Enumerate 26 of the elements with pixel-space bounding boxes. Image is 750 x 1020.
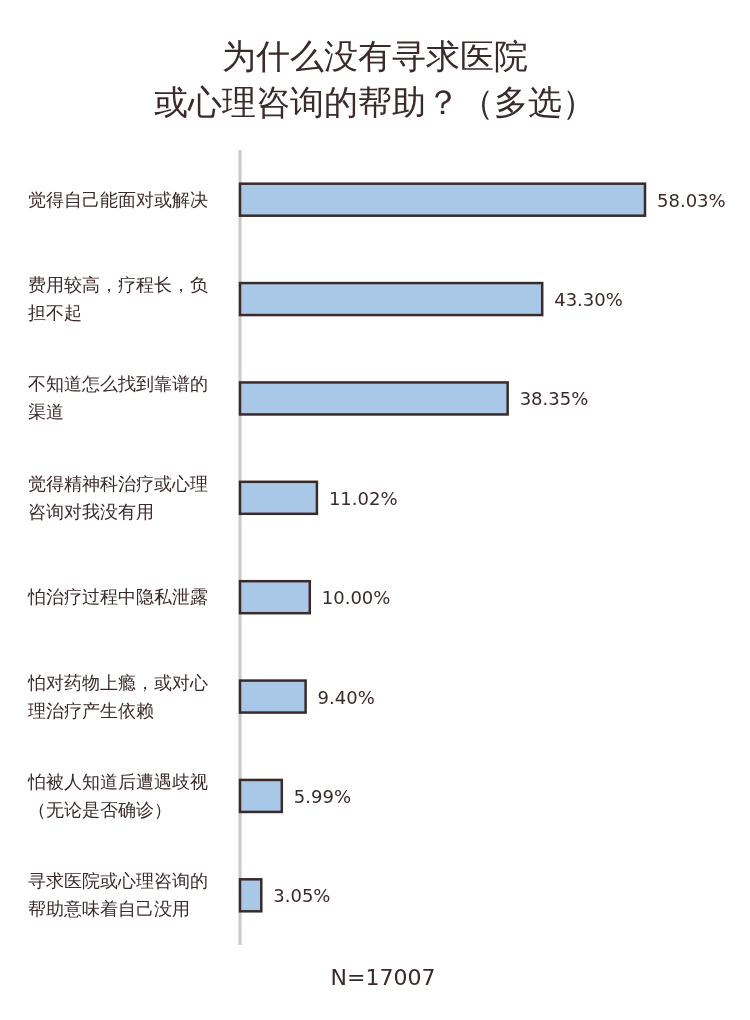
y-tick-label: 费用较高，疗程长，负担不起 [28, 274, 208, 324]
y-tick-label: 不知道怎么找到靠谱的渠道 [28, 373, 208, 423]
bar [238, 381, 509, 416]
chart-title: 为什么没有寻求医院或心理咨询的帮助？（多选） [154, 36, 596, 122]
data-label: 11.02% [328, 487, 398, 509]
data-label: 10.00% [321, 587, 391, 609]
bar [238, 778, 284, 814]
data-label: 9.40% [317, 686, 375, 708]
bar [238, 679, 307, 714]
y-tick-label: 觉得精神科治疗或心理咨询对我没有用 [28, 472, 208, 522]
y-tick-label: 怕对药物上瘾，或对心理治疗产生依赖 [27, 671, 208, 721]
bar [238, 281, 544, 317]
bar [238, 182, 647, 217]
text: N=17007 [330, 965, 436, 990]
y-tick-label: 怕被人知道后遭遇歧视（无论是否确诊） [27, 770, 208, 820]
data-label: 3.05% [273, 885, 331, 907]
bar [238, 579, 312, 615]
bar [238, 878, 263, 913]
y-tick-label: 觉得自己能面对或解决 [28, 188, 208, 210]
y-tick-label: 怕治疗过程中隐私泄露 [27, 586, 208, 608]
data-label: 38.35% [519, 388, 589, 410]
data-label: 5.99% [293, 785, 351, 807]
y-tick-label: 寻求医院或心理咨询的帮助意味着自己没用 [28, 870, 208, 920]
data-label: 43.30% [554, 289, 623, 311]
data-label: 58.03% [657, 189, 726, 211]
bar [238, 480, 319, 516]
